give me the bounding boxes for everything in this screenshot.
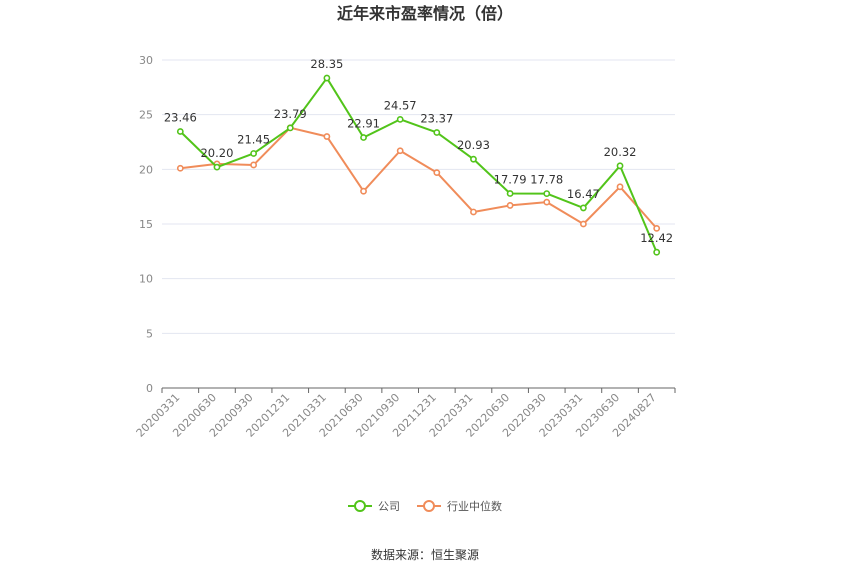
series-layer [176, 74, 661, 256]
y-tick-label: 20 [139, 163, 153, 176]
series-line [179, 77, 658, 253]
data-point [506, 202, 514, 209]
x-axis: 2020033120200630202009302020123120210331… [134, 387, 676, 440]
y-tick-label: 25 [139, 109, 153, 122]
data-point [176, 164, 184, 172]
legend-item: 行业中位数 [417, 499, 502, 513]
y-tick-label: 15 [139, 218, 153, 231]
data-label: 16.47 [567, 187, 600, 201]
data-point [579, 204, 587, 212]
y-tick-label: 0 [146, 382, 153, 395]
y-tick-label: 30 [139, 54, 153, 67]
grid-lines [162, 59, 675, 334]
legend: 公司 行业中位数 [348, 499, 502, 513]
legend-label: 行业中位数 [447, 499, 502, 513]
data-label: 17.79 [494, 172, 527, 186]
data-label: 22.91 [347, 117, 380, 131]
data-labels: 23.46 20.20 21.45 23.79 28.35 22.91 24.5723.37… [164, 57, 673, 245]
data-point [653, 224, 661, 232]
data-point [323, 74, 331, 82]
source-note: 数据来源：恒生聚源 [371, 547, 479, 562]
legend-marker [354, 500, 366, 512]
data-point [543, 190, 551, 198]
data-point [506, 190, 514, 197]
data-point [396, 115, 404, 123]
data-point [360, 187, 367, 195]
y-tick-label: 10 [139, 273, 153, 286]
data-point [470, 155, 477, 163]
legend-item: 公司 [348, 500, 400, 513]
y-tick-label: 5 [146, 327, 153, 340]
data-point [653, 248, 661, 256]
data-label: 24.57 [384, 98, 417, 112]
data-label: 23.37 [420, 111, 453, 125]
chart-title: 近年来市盈率情况（倍） [337, 4, 513, 23]
data-label: 20.20 [200, 146, 233, 160]
data-point [250, 150, 258, 157]
series-line [180, 126, 658, 230]
legend-marker [423, 500, 435, 512]
data-label: 20.32 [604, 145, 637, 159]
data-label: 23.79 [274, 107, 307, 121]
data-point [579, 220, 587, 228]
data-label: 23.46 [164, 111, 197, 125]
data-label: 28.35 [310, 57, 343, 71]
data-point [396, 147, 404, 155]
data-point [176, 128, 184, 135]
data-point [433, 129, 441, 136]
data-label: 12.42 [640, 231, 673, 245]
y-axis: 0 5 10 15 20 25 30 [139, 54, 153, 395]
data-point [543, 198, 551, 206]
data-label: 17.78 [530, 173, 563, 187]
data-point [616, 162, 624, 170]
data-label: 20.93 [457, 138, 490, 152]
data-point [470, 208, 477, 216]
data-point [323, 133, 331, 140]
data-point [250, 161, 258, 169]
data-label: 21.45 [237, 132, 270, 146]
data-point [433, 169, 441, 177]
legend-label: 公司 [378, 500, 400, 513]
data-point [213, 163, 221, 171]
data-point [360, 134, 367, 141]
data-point [616, 183, 624, 191]
data-point [286, 124, 294, 132]
